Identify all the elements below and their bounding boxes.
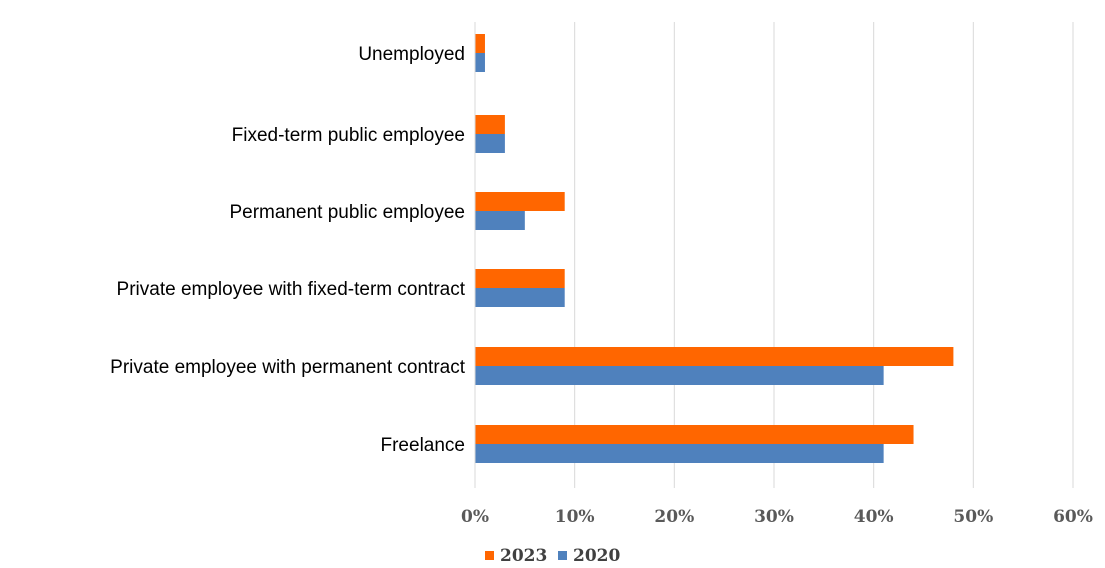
x-tick-label: 20% [654,507,694,527]
bar-2020 [475,134,505,153]
category-label: Private employee with permanent contract [110,357,466,378]
bar-2023 [475,269,565,288]
bar-2020 [475,366,884,385]
bar-2020 [475,211,525,230]
bar-2023 [475,34,485,53]
bar-2020 [475,288,565,307]
bar-2023 [475,347,954,366]
bars [475,34,954,463]
bar-2023 [475,115,505,134]
category-label: Freelance [381,435,466,456]
legend-label-2023: 2023 [500,546,547,566]
bar-2020 [475,444,884,463]
x-tick-label: 10% [555,507,595,527]
x-tick-label: 50% [953,507,993,527]
legend: 2023 2020 [485,546,620,566]
category-labels: Unemployed Fixed-term public employee Perm… [110,44,466,456]
category-label: Fixed-term public employee [232,125,465,146]
x-tick-label: 0% [461,507,489,527]
legend-swatch-2020 [558,551,567,560]
category-label: Unemployed [358,44,465,65]
gridlines [574,22,1074,488]
bar-2023 [475,192,565,211]
category-label: Private employee with fixed-term contrac… [117,279,466,300]
x-tick-label: 60% [1053,507,1093,527]
category-label: Permanent public employee [229,202,465,223]
legend-label-2020: 2020 [573,546,620,566]
x-tick-label: 40% [854,507,894,527]
legend-swatch-2023 [485,551,494,560]
bar-2020 [475,53,485,72]
x-tick-labels: 0% 10% 20% 30% 40% 50% 60% [461,507,1093,527]
x-tick-label: 30% [754,507,794,527]
bar-2023 [475,425,914,444]
